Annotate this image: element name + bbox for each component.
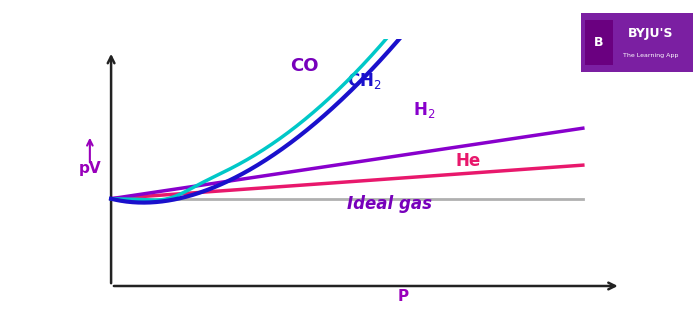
Text: CO: CO: [290, 57, 318, 75]
Text: BYJU'S: BYJU'S: [628, 27, 673, 40]
Text: B: B: [594, 36, 603, 49]
Text: H$_2$: H$_2$: [413, 100, 435, 120]
Text: pV: pV: [78, 161, 102, 176]
Text: Ideal gas: Ideal gas: [347, 195, 432, 213]
Text: P: P: [398, 289, 409, 304]
Text: He: He: [456, 152, 481, 170]
Text: The Learning App: The Learning App: [623, 53, 678, 58]
Text: CH$_2$: CH$_2$: [347, 71, 382, 91]
